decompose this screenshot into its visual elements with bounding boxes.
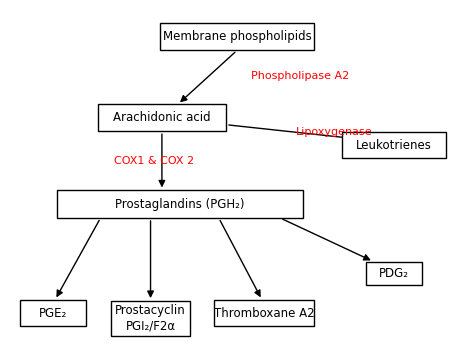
Text: Arachidonic acid: Arachidonic acid <box>113 111 211 124</box>
FancyBboxPatch shape <box>160 23 314 50</box>
Text: PDG₂: PDG₂ <box>379 267 409 280</box>
Text: Thromboxane A2: Thromboxane A2 <box>214 307 315 320</box>
FancyBboxPatch shape <box>365 262 422 285</box>
FancyBboxPatch shape <box>111 301 191 336</box>
Text: Membrane phospholipids: Membrane phospholipids <box>163 30 311 43</box>
FancyBboxPatch shape <box>342 132 447 158</box>
Text: Prostaglandins (PGH₂): Prostaglandins (PGH₂) <box>115 198 245 211</box>
Text: Lipoxygenase: Lipoxygenase <box>296 127 373 136</box>
Text: Prostacyclin
PGI₂/F2α: Prostacyclin PGI₂/F2α <box>115 304 186 332</box>
Text: Leukotrienes: Leukotrienes <box>356 139 432 152</box>
FancyBboxPatch shape <box>20 300 86 326</box>
Text: COX1 & COX 2: COX1 & COX 2 <box>114 156 194 166</box>
Text: PGE₂: PGE₂ <box>38 307 67 320</box>
FancyBboxPatch shape <box>214 300 314 326</box>
FancyBboxPatch shape <box>57 190 303 218</box>
Text: Phospholipase A2: Phospholipase A2 <box>251 71 349 81</box>
FancyBboxPatch shape <box>98 104 226 131</box>
